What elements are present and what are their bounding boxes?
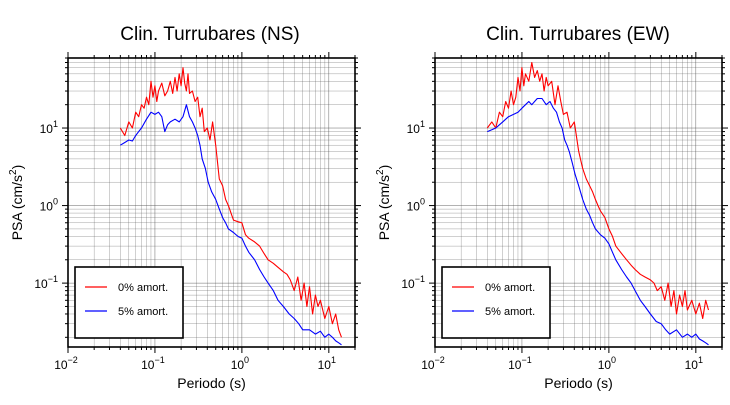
plot-frame	[434, 57, 723, 348]
chart-title: Clin. Turrubares (NS)	[120, 24, 300, 45]
tick-exponent: −2	[68, 355, 78, 365]
x-tick-label: 10−1	[508, 355, 532, 372]
y-axis-label-close: )	[9, 165, 25, 170]
tick-exponent: 1	[53, 119, 58, 129]
x-axis-label: Periodo (s)	[177, 375, 245, 391]
tick-exponent: 1	[420, 119, 425, 129]
y-axis-label: PSA (cm/s2)	[8, 165, 25, 241]
tick-exponent: −2	[435, 355, 445, 365]
tick-exponent: 1	[331, 355, 336, 365]
tick-exponent: 0	[244, 355, 249, 365]
tick-exponent: 0	[53, 197, 58, 207]
chart-panel-ns: Clin. Turrubares (NS) Periodo (s) 10−2 10…	[8, 24, 361, 391]
ticks	[429, 52, 728, 353]
series-line-damping-0	[119, 67, 343, 338]
x-tick-label: 101	[685, 355, 703, 372]
legend-label: 0% amort.	[485, 282, 535, 294]
series-line-damping-5	[120, 104, 342, 346]
x-axis-label: Periodo (s)	[544, 375, 612, 391]
series-line-damping-0	[486, 61, 710, 320]
y-axis-label-sup: 2	[375, 169, 386, 175]
chart-panel-ew: Clin. Turrubares (EW) Periodo (s) 10−2 10…	[375, 24, 728, 391]
series-group	[119, 67, 343, 346]
x-tick-label: 100	[598, 355, 616, 372]
series-group	[486, 61, 710, 346]
legend-label: 0% amort.	[118, 282, 168, 294]
legend-box	[441, 266, 551, 339]
legend-label: 5% amort.	[118, 306, 168, 318]
legend: 0% amort. 5% amort.	[74, 266, 184, 339]
x-tick-label: 100	[231, 355, 249, 372]
tick-exponent: 0	[611, 355, 616, 365]
y-tick-label: 100	[407, 197, 425, 214]
tick-exponent: −1	[415, 274, 425, 284]
plot-frame	[67, 57, 356, 348]
tick-exponent: −1	[521, 355, 531, 365]
tick-exponent: −1	[48, 274, 58, 284]
legend: 0% amort. 5% amort.	[441, 266, 551, 339]
tick-exponent: −1	[154, 355, 164, 365]
y-tick-label: 101	[407, 119, 425, 136]
y-tick-label: 10−1	[401, 274, 425, 291]
y-tick-label: 10−1	[34, 274, 58, 291]
x-tick-label: 10−2	[421, 355, 445, 372]
chart-title: Clin. Turrubares (EW)	[486, 24, 670, 45]
series-line-damping-5	[487, 97, 709, 346]
x-tick-label: 101	[318, 355, 336, 372]
y-tick-label: 101	[40, 119, 58, 136]
x-tick-label: 10−2	[54, 355, 78, 372]
y-axis-label: PSA (cm/s2)	[375, 165, 392, 241]
ticks	[62, 52, 361, 353]
tick-exponent: 0	[420, 197, 425, 207]
tick-exponent: 1	[698, 355, 703, 365]
legend-box	[74, 266, 184, 339]
y-axis-label-close: )	[376, 165, 392, 170]
y-tick-label: 100	[40, 197, 58, 214]
x-tick-label: 10−1	[141, 355, 165, 372]
y-axis-label-sup: 2	[8, 169, 19, 175]
legend-label: 5% amort.	[485, 306, 535, 318]
